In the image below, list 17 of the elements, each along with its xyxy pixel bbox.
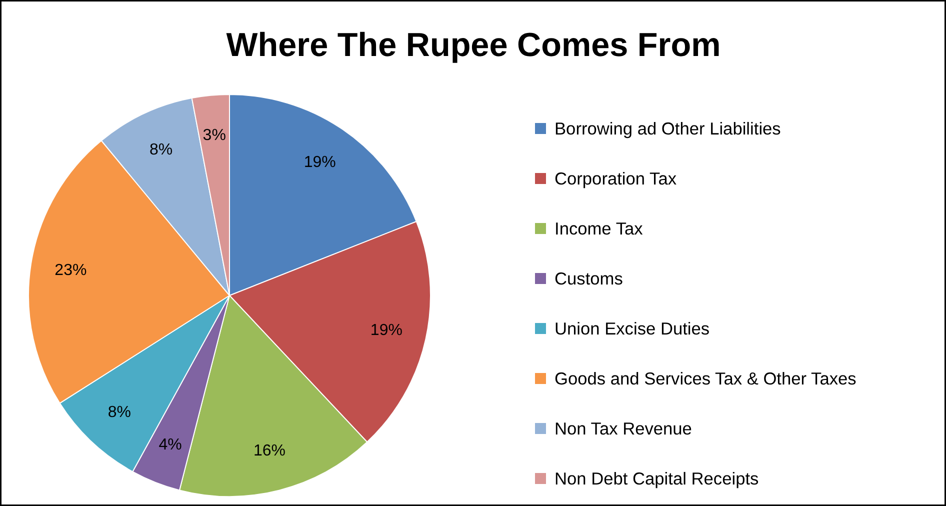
legend-label: Borrowing ad Other Liabilities bbox=[554, 118, 782, 138]
data-label: 19% bbox=[370, 322, 402, 340]
legend-label: Customs bbox=[554, 268, 624, 288]
data-label: 4% bbox=[158, 436, 182, 454]
legend-label: Union Excise Duties bbox=[554, 318, 710, 338]
legend-label: Goods and Services Tax & Other Taxes bbox=[554, 368, 857, 388]
data-label: 8% bbox=[108, 404, 131, 422]
legend-label: Non Tax Revenue bbox=[554, 418, 692, 438]
data-label: 3% bbox=[202, 126, 226, 144]
data-label: 19% bbox=[304, 154, 336, 172]
data-label: 23% bbox=[54, 262, 87, 279]
legend-label: Income Tax bbox=[554, 218, 644, 238]
legend-label: Corporation Tax bbox=[554, 168, 677, 188]
data-label: 16% bbox=[253, 442, 286, 460]
chart-title: Where The Rupee Comes From bbox=[226, 27, 721, 64]
data-label: 8% bbox=[149, 142, 173, 159]
legend-label: Non Debt Capital Receipts bbox=[554, 468, 760, 488]
